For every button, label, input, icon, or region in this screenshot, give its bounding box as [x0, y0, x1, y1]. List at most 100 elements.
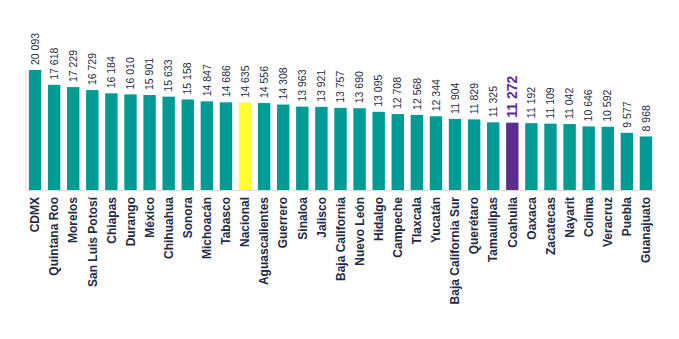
- data-label: 16 010: [124, 57, 136, 89]
- bar: [67, 87, 79, 190]
- x-axis-line: [26, 190, 656, 191]
- data-label: 17 229: [67, 50, 79, 82]
- data-label: 8 968: [640, 105, 652, 131]
- data-label: 12 568: [411, 78, 423, 110]
- data-label: 16 729: [86, 53, 98, 85]
- category-label: Guerrero: [276, 197, 290, 248]
- category-label: México: [143, 197, 157, 238]
- x-tick: San Luis Potosí: [86, 190, 100, 287]
- x-tick: Aguascalientes: [257, 190, 271, 285]
- y-axis: [26, 71, 27, 191]
- bar: [86, 90, 98, 190]
- x-tick: Coahuila: [506, 190, 520, 248]
- category-label: Guanajuato: [639, 197, 653, 263]
- data-label: 12 344: [430, 79, 442, 111]
- category-label: Baja California: [334, 197, 348, 281]
- data-label: 11 829: [468, 83, 480, 114]
- x-tick: Sonora: [181, 190, 195, 238]
- bar: [487, 122, 499, 190]
- data-label: 14 556: [258, 66, 270, 98]
- category-label: Hidalgo: [372, 197, 386, 241]
- data-label: 13 095: [372, 75, 384, 107]
- bar: [372, 112, 384, 190]
- x-tick: Sinaloa: [296, 190, 310, 240]
- x-tick: México: [143, 190, 157, 238]
- bar: [220, 102, 232, 190]
- x-tick: CDMX: [28, 190, 42, 232]
- data-label: 11 109: [544, 87, 556, 118]
- x-tick: Zacatecas: [544, 190, 558, 255]
- bar: [143, 95, 155, 190]
- bars: [29, 70, 652, 190]
- x-tick: Colima: [582, 190, 596, 237]
- x-tick: Morelos: [66, 190, 80, 243]
- x-tick: Michoacán: [200, 190, 214, 259]
- data-label: 15 901: [143, 58, 155, 90]
- data-label: 14 686: [220, 65, 232, 97]
- x-tick: Yucatán: [429, 190, 443, 243]
- category-label: Tamaulipas: [486, 197, 500, 262]
- bar: [334, 108, 346, 190]
- x-tick: Guerrero: [276, 190, 290, 248]
- category-label: Tabasco: [219, 197, 233, 245]
- bar: [105, 93, 117, 190]
- data-label: 13 921: [315, 70, 327, 102]
- data-labels: 20 09317 61817 22916 72916 18416 01015 9…: [29, 33, 652, 132]
- x-tick: Tlaxcala: [410, 190, 424, 244]
- x-tick: Hidalgo: [372, 190, 386, 241]
- bar: [525, 123, 537, 190]
- data-label: 9 577: [621, 101, 633, 127]
- category-label: Nuevo León: [353, 197, 367, 266]
- x-tick: Campeche: [391, 190, 405, 258]
- bar: [392, 114, 404, 190]
- x-tick: Querétaro: [467, 190, 481, 254]
- x-tick: Tamaulipas: [486, 190, 500, 262]
- x-tick: Baja California: [334, 190, 348, 281]
- category-label: Jalisco: [315, 197, 329, 238]
- category-label: Oaxaca: [525, 197, 539, 240]
- data-label: 20 093: [29, 33, 41, 65]
- bar: [48, 85, 60, 190]
- bar: [239, 103, 251, 190]
- data-label: 11 192: [525, 87, 537, 118]
- category-label: Durango: [124, 197, 138, 246]
- x-tick: Jalisco: [315, 190, 329, 238]
- x-tick: Puebla: [620, 190, 634, 236]
- data-label: 12 708: [391, 77, 403, 109]
- data-label: 11 042: [563, 88, 575, 119]
- x-tick: Durango: [124, 190, 138, 246]
- category-label: Sonora: [181, 197, 195, 239]
- category-label: San Luis Potosí: [86, 196, 100, 287]
- bar: [29, 70, 41, 190]
- data-label: 15 158: [181, 62, 193, 94]
- y-axis-line: [26, 71, 27, 191]
- category-label: Veracruz: [601, 197, 615, 247]
- bar: [544, 124, 556, 190]
- bar: [640, 136, 652, 190]
- category-label: Colima: [582, 197, 596, 237]
- data-label: 10 646: [582, 89, 594, 121]
- category-label: Tlaxcala: [410, 197, 424, 245]
- bar: [182, 99, 194, 190]
- bar: [201, 101, 213, 190]
- x-tick: Nuevo León: [353, 190, 367, 266]
- x-tick: Nacional: [238, 190, 252, 247]
- x-tick: Guanajuato: [639, 190, 653, 263]
- bar: [506, 123, 518, 190]
- category-label: Yucatán: [429, 197, 443, 243]
- bar: [449, 119, 461, 190]
- category-label: Morelos: [66, 197, 80, 243]
- x-tick: Quintana Roo: [47, 190, 61, 276]
- category-label: Quintana Roo: [47, 197, 61, 276]
- bar: [582, 126, 594, 190]
- bar: [468, 119, 480, 190]
- bar: [162, 97, 174, 190]
- category-label: Nayarit: [563, 197, 577, 238]
- category-label: Coahuila: [506, 197, 520, 248]
- data-label: 14 635: [239, 65, 251, 97]
- category-label: Campeche: [391, 197, 405, 258]
- x-tick: Chihuahua: [162, 190, 176, 259]
- category-label: Nacional: [238, 197, 252, 247]
- category-label: Aguascalientes: [257, 197, 271, 285]
- x-tick: Oaxaca: [525, 190, 539, 240]
